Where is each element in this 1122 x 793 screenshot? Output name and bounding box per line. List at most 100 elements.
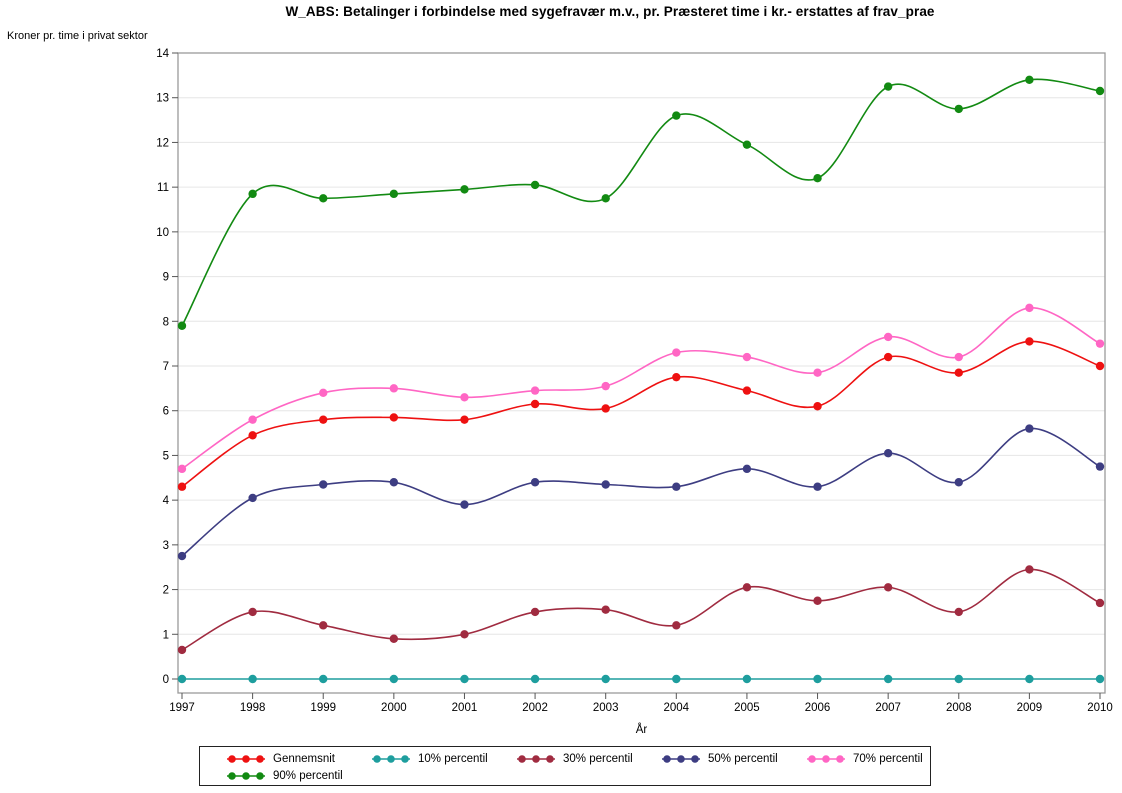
data-point-10% percentil bbox=[954, 674, 963, 684]
data-point-Gennemsnit bbox=[389, 413, 399, 422]
data-point-30% percentil bbox=[1025, 565, 1034, 574]
data-point-Gennemsnit bbox=[813, 402, 822, 411]
legend-entry: 50% percentil bbox=[662, 753, 807, 765]
data-point-90% percentil bbox=[389, 189, 399, 199]
chart-legend: Gennemsnit 10% percentil 30% percentil 50% … bbox=[199, 746, 931, 786]
series-line-70% percentil bbox=[181, 307, 1101, 470]
legend-row: Gennemsnit 10% percentil 30% percentil 50% … bbox=[200, 750, 930, 767]
data-point-50% percentil bbox=[672, 482, 681, 491]
y-tick-label: 14 bbox=[156, 48, 169, 60]
data-point-50% percentil bbox=[883, 448, 893, 458]
data-point-90% percentil bbox=[954, 104, 963, 114]
legend-entry: 70% percentil bbox=[807, 753, 923, 765]
series-line-50% percentil bbox=[181, 427, 1101, 557]
data-point-50% percentil bbox=[530, 478, 540, 487]
data-point-50% percentil bbox=[954, 478, 963, 487]
data-point-30% percentil bbox=[248, 607, 257, 617]
data-point-Gennemsnit bbox=[601, 404, 610, 413]
plot-frame bbox=[177, 52, 1106, 694]
data-point-10% percentil bbox=[601, 674, 610, 684]
data-point-90% percentil bbox=[601, 194, 610, 203]
data-point-10% percentil bbox=[389, 674, 399, 684]
y-tick-label: 5 bbox=[163, 450, 169, 462]
data-point-70% percentil bbox=[672, 348, 681, 357]
data-point-10% percentil bbox=[530, 674, 540, 684]
x-tick-label: 1998 bbox=[240, 702, 266, 714]
data-point-90% percentil bbox=[319, 194, 328, 203]
data-point-90% percentil bbox=[177, 321, 187, 330]
x-tick-label: 2010 bbox=[1087, 702, 1113, 714]
legend-label: Gennemsnit bbox=[273, 752, 336, 765]
data-point-30% percentil bbox=[813, 596, 822, 605]
data-point-30% percentil bbox=[672, 621, 681, 630]
data-point-30% percentil bbox=[742, 583, 752, 592]
data-point-Gennemsnit bbox=[319, 415, 328, 424]
x-axis-title: År bbox=[636, 723, 648, 736]
legend-label: 10% percentil bbox=[418, 752, 488, 765]
chart-title: W_ABS: Betalinger i forbindelse med syge… bbox=[285, 4, 935, 19]
y-tick-label: 12 bbox=[156, 137, 169, 149]
data-point-70% percentil bbox=[1095, 339, 1105, 348]
x-tick-label: 2008 bbox=[946, 702, 972, 714]
y-tick-label: 7 bbox=[163, 361, 169, 373]
data-point-70% percentil bbox=[813, 368, 822, 377]
data-point-Gennemsnit bbox=[460, 415, 469, 424]
series-line-Gennemsnit bbox=[181, 340, 1101, 488]
legend-row: 90% percentil bbox=[200, 767, 930, 784]
legend-series-marker-icon bbox=[227, 771, 265, 780]
legend-series-marker-icon bbox=[372, 754, 410, 763]
data-point-50% percentil bbox=[601, 480, 610, 489]
data-point-30% percentil bbox=[389, 634, 399, 643]
data-point-90% percentil bbox=[530, 180, 540, 190]
data-point-70% percentil bbox=[1025, 303, 1034, 313]
data-point-90% percentil bbox=[460, 185, 469, 194]
x-tick-label: 2000 bbox=[381, 702, 407, 714]
x-tick-label: 2005 bbox=[734, 702, 760, 714]
data-point-70% percentil bbox=[319, 388, 328, 398]
x-tick-label: 1997 bbox=[169, 702, 195, 714]
data-point-30% percentil bbox=[177, 645, 187, 655]
legend-series-marker-icon bbox=[227, 754, 265, 763]
data-point-10% percentil bbox=[248, 674, 257, 684]
data-point-70% percentil bbox=[883, 332, 893, 342]
y-tick-label: 8 bbox=[163, 316, 169, 328]
data-point-Gennemsnit bbox=[1025, 337, 1034, 346]
y-tick-label: 9 bbox=[163, 272, 169, 284]
data-point-10% percentil bbox=[1025, 674, 1034, 684]
data-point-70% percentil bbox=[530, 386, 540, 395]
legend-label: 70% percentil bbox=[853, 752, 923, 765]
data-point-Gennemsnit bbox=[248, 431, 257, 440]
data-point-10% percentil bbox=[177, 674, 187, 684]
data-point-90% percentil bbox=[742, 140, 752, 149]
legend-entry: 10% percentil bbox=[372, 753, 517, 765]
y-tick-label: 4 bbox=[163, 495, 170, 507]
y-tick-label: 3 bbox=[163, 540, 169, 552]
legend-entry: 30% percentil bbox=[517, 753, 662, 765]
x-tick-label: 2001 bbox=[452, 702, 478, 714]
series-line-90% percentil bbox=[181, 78, 1101, 327]
data-point-50% percentil bbox=[460, 500, 469, 509]
data-point-90% percentil bbox=[1025, 75, 1034, 85]
data-point-50% percentil bbox=[389, 478, 399, 487]
data-point-70% percentil bbox=[742, 352, 752, 362]
data-point-10% percentil bbox=[460, 674, 469, 684]
data-point-50% percentil bbox=[1025, 424, 1034, 433]
data-point-70% percentil bbox=[389, 384, 399, 393]
y-tick-label: 2 bbox=[163, 585, 169, 597]
data-point-Gennemsnit bbox=[177, 482, 187, 491]
data-point-10% percentil bbox=[672, 674, 681, 684]
y-tick-label: 0 bbox=[163, 674, 169, 686]
data-point-90% percentil bbox=[248, 189, 257, 199]
data-point-70% percentil bbox=[177, 464, 187, 474]
x-tick-label: 1999 bbox=[310, 702, 336, 714]
legend-label: 30% percentil bbox=[563, 752, 633, 765]
y-axis-title: Kroner pr. time i privat sektor bbox=[7, 30, 148, 42]
data-point-50% percentil bbox=[177, 551, 187, 561]
y-tick-label: 11 bbox=[157, 182, 169, 194]
data-point-90% percentil bbox=[672, 111, 681, 120]
legend-label: 90% percentil bbox=[273, 769, 343, 782]
legend-series-marker-icon bbox=[517, 754, 555, 763]
x-tick-label: 2003 bbox=[593, 702, 619, 714]
data-point-90% percentil bbox=[813, 174, 822, 183]
